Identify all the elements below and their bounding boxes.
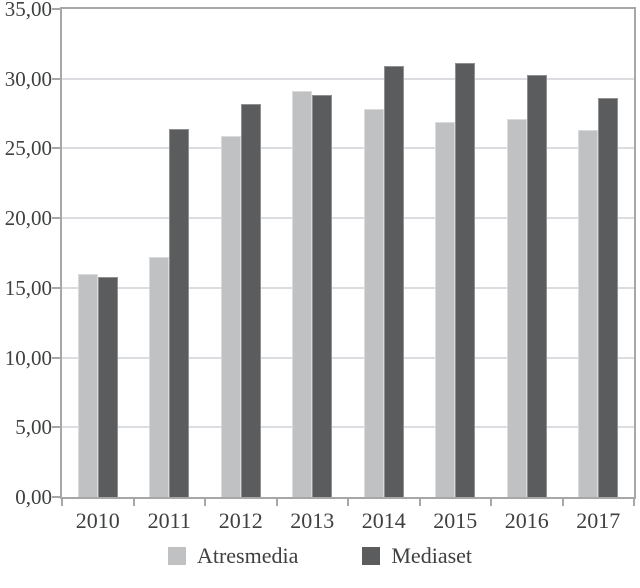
x-axis-tick (347, 499, 349, 506)
y-axis-tick (52, 286, 60, 289)
gridline (62, 217, 634, 220)
bar-atresmedia-2014 (363, 109, 384, 497)
bar-mediaset-2014 (383, 66, 404, 497)
legend-swatch-mediaset (362, 547, 381, 565)
bar-mediaset-2012 (240, 103, 261, 497)
bar-atresmedia-2010 (77, 273, 98, 497)
gridline (62, 426, 634, 429)
bar-mediaset-2013 (312, 95, 333, 497)
bar-atresmedia-2012 (220, 135, 241, 497)
y-axis-label: 10,00 (4, 345, 52, 370)
legend-swatch-atresmedia (167, 547, 186, 565)
y-axis-tick (52, 217, 60, 220)
plot-area (60, 7, 636, 499)
x-axis-tick (275, 499, 278, 506)
y-axis-tick (52, 147, 60, 150)
x-axis-tick (204, 499, 206, 506)
x-axis-label-2011: 2011 (147, 508, 191, 533)
y-axis-label: 15,00 (4, 275, 52, 300)
x-axis-label-2013: 2013 (290, 508, 335, 533)
bar-atresmedia-2013 (292, 91, 313, 497)
x-axis-label-2012: 2012 (218, 508, 263, 533)
bar-atresmedia-2017 (578, 130, 599, 497)
bar-atresmedia-2015 (435, 121, 456, 497)
bar-mediaset-2011 (169, 128, 190, 497)
y-axis-label: 35,00 (4, 0, 52, 21)
x-axis-tick (633, 499, 635, 506)
bar-mediaset-2016 (526, 74, 547, 497)
x-axis-tick (418, 499, 421, 506)
bar-atresmedia-2016 (506, 119, 527, 497)
gridline (62, 147, 634, 150)
bar-atresmedia-2011 (149, 257, 170, 497)
legend-label-atresmedia: Atresmedia (196, 543, 299, 568)
bar-mediaset-2010 (97, 276, 118, 497)
legend-label-mediaset: Mediaset (391, 543, 473, 568)
y-axis-tick (52, 77, 60, 80)
bar-mediaset-2017 (598, 98, 619, 497)
y-axis-label: 5,00 (15, 415, 52, 440)
y-axis-label: 20,00 (4, 206, 52, 231)
x-axis-label-2017: 2017 (576, 508, 621, 533)
x-axis-tick (490, 499, 492, 506)
bar-mediaset-2015 (455, 63, 476, 497)
x-axis-tick (561, 499, 564, 506)
gridline (62, 356, 634, 359)
y-axis-tick (52, 8, 60, 10)
x-axis-tick (61, 499, 63, 506)
gridline (62, 286, 634, 289)
x-axis-label-2014: 2014 (361, 508, 406, 533)
y-axis-label: 25,00 (4, 136, 52, 161)
x-axis-tick (132, 499, 135, 506)
y-axis-label: 30,00 (4, 66, 52, 91)
x-axis-label-2010: 2010 (75, 508, 120, 533)
legend-item-atresmedia: Atresmedia (167, 543, 299, 569)
y-axis-tick (52, 426, 60, 429)
y-axis-label: 0,00 (15, 485, 52, 509)
x-axis-label-2015: 2015 (433, 508, 478, 533)
legend: Atresmedia Mediaset (0, 543, 640, 569)
y-axis-tick (52, 496, 60, 498)
legend-item-mediaset: Mediaset (362, 543, 472, 569)
x-axis-label-2016: 2016 (504, 508, 549, 533)
y-axis-tick (52, 356, 60, 359)
gridline (62, 77, 634, 80)
